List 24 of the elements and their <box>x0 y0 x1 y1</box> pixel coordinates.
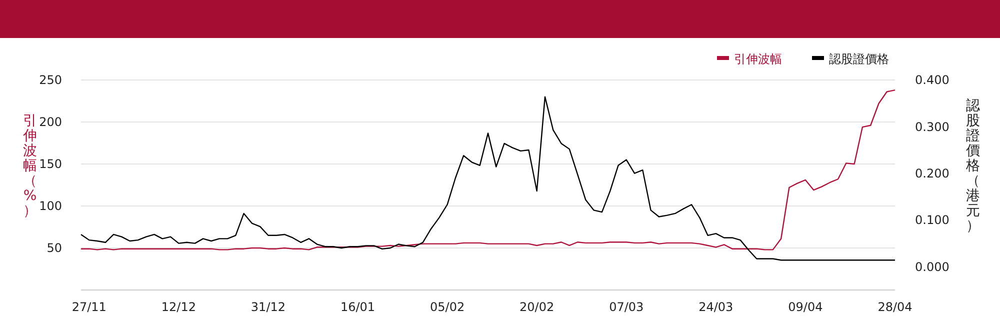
y-tick-label: 200 <box>39 115 62 130</box>
y2-tick-label: 0.300 <box>915 120 950 134</box>
y2-tick-label: 0.200 <box>915 166 950 181</box>
x-tick-label: 20/02 <box>520 300 554 314</box>
y-axis-title: 引伸波幅（%） <box>22 113 37 219</box>
y-tick-label: 250 <box>39 73 62 88</box>
x-tick-label: 28/04 <box>878 300 912 314</box>
legend-label: 引伸波幅 <box>734 52 782 66</box>
x-tick-label: 27/11 <box>72 300 106 314</box>
y2-tick-label: 0.100 <box>915 213 950 228</box>
x-tick-label: 07/03 <box>609 300 644 314</box>
x-tick-label: 24/03 <box>698 300 734 314</box>
x-tick-label: 16/01 <box>340 300 376 314</box>
y-tick-label: 100 <box>39 199 62 214</box>
text: 認股證價格（港元） <box>966 98 980 234</box>
x-tick-label: 05/02 <box>430 300 465 314</box>
y2-tick-label: 0.000 <box>915 260 950 274</box>
y2-tick-label: 0.400 <box>915 73 950 88</box>
y-tick-label: 50 <box>46 241 62 256</box>
legend-label: 認股證價格 <box>829 52 889 66</box>
y-tick-label: 150 <box>39 157 62 172</box>
x-tick-label: 31/12 <box>250 300 286 314</box>
x-tick-label: 09/04 <box>788 300 823 314</box>
x-tick-label: 12/12 <box>161 300 196 314</box>
